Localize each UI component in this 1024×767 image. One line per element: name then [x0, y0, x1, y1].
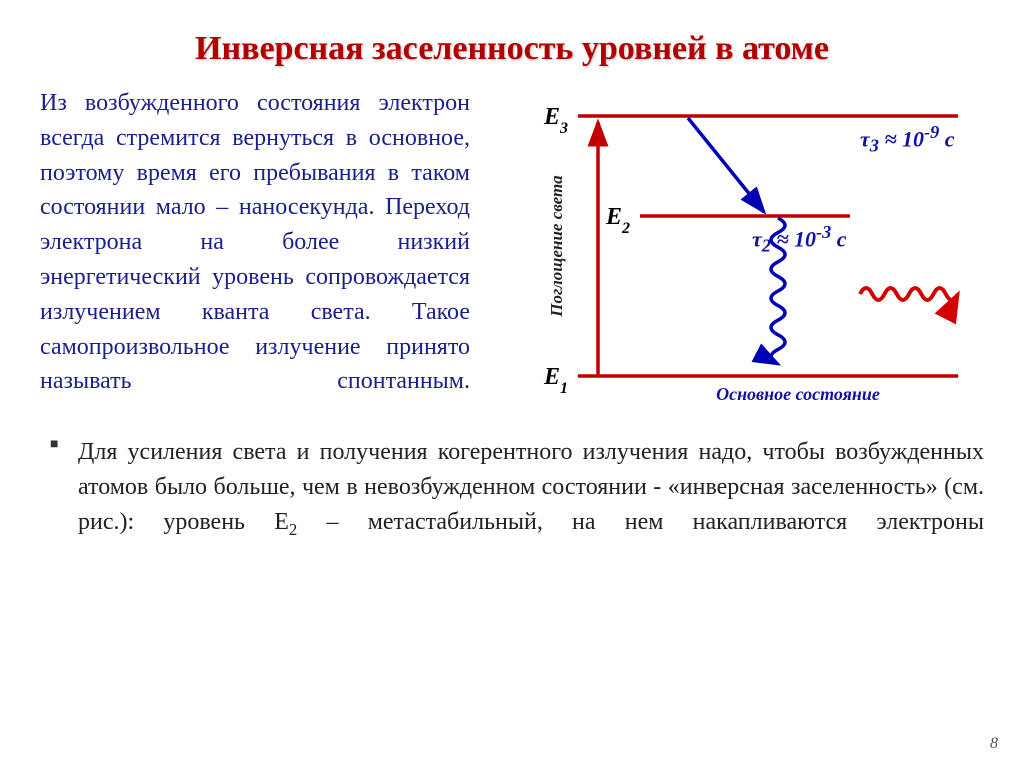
slide: Инверсная заселенность уровней в атоме И…: [0, 0, 1024, 767]
svg-text:Поглощение света: Поглощение света: [547, 175, 566, 318]
slide-title: Инверсная заселенность уровней в атоме: [40, 30, 984, 68]
page-number: 8: [990, 735, 998, 753]
diagram-svg: E3E2E1τ3 ≈ 10-9 сτ2 ≈ 10-3 сОсновное сос…: [488, 86, 978, 406]
svg-text:E2: E2: [605, 204, 630, 237]
content-row: Из возбужденного состояния электрон всег…: [40, 86, 984, 411]
svg-text:Основное состояние: Основное состояние: [716, 384, 880, 404]
bullet-text-after: – метастабильный, на нем накапливаются э…: [297, 509, 984, 535]
intro-paragraph: Из возбужденного состояния электрон всег…: [40, 86, 470, 399]
svg-text:E3: E3: [543, 104, 568, 137]
bullet-list: Для усиления света и получения когерентн…: [40, 435, 984, 542]
bullet-subscript: 2: [289, 519, 297, 538]
svg-text:E1: E1: [543, 364, 568, 397]
energy-level-diagram: E3E2E1τ3 ≈ 10-9 сτ2 ≈ 10-3 сОсновное сос…: [488, 86, 984, 411]
bullet-item: Для усиления света и получения когерентн…: [78, 435, 984, 542]
